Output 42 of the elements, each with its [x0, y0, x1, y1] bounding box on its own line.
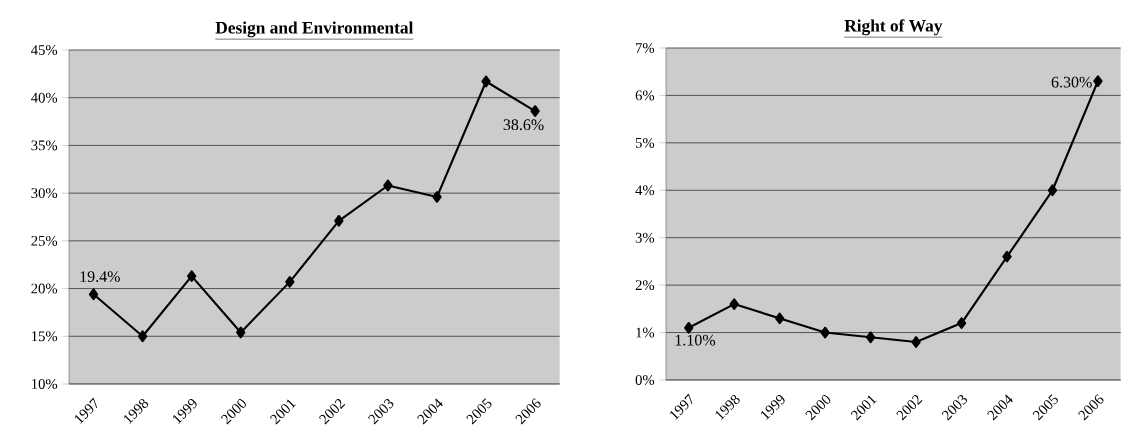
- y-tick-label: 30%: [31, 188, 58, 199]
- y-tick-label: 45%: [31, 45, 58, 55]
- y-tick-label: 4%: [635, 185, 655, 196]
- y-tick-label: 6%: [635, 90, 655, 101]
- y-tick-label: 10%: [32, 379, 58, 389]
- y-tick-label: 20%: [31, 283, 58, 294]
- point: [1047, 184, 1058, 197]
- point: [820, 326, 830, 339]
- point: [865, 331, 876, 344]
- y-tick-label: 25%: [31, 235, 58, 246]
- data-label: 19.4%: [80, 271, 120, 283]
- point: [911, 336, 921, 348]
- point: [236, 326, 246, 339]
- point: [432, 191, 442, 203]
- point: [88, 288, 99, 301]
- y-tick-label: 2%: [635, 280, 655, 291]
- point: [956, 317, 967, 329]
- point: [137, 330, 148, 343]
- y-tick-label: 3%: [635, 232, 655, 243]
- chart-title: Design and Environmental: [215, 21, 414, 38]
- y-tick-label: 35%: [31, 140, 58, 151]
- y-tick-label: 15%: [32, 331, 58, 342]
- y-tick-label: 40%: [31, 92, 58, 103]
- point: [285, 276, 295, 288]
- point: [775, 312, 785, 325]
- data-label: 6.30%: [1051, 76, 1092, 88]
- y-tick-label: 7%: [636, 43, 655, 53]
- point: [530, 105, 540, 117]
- point: [187, 270, 197, 283]
- point: [1002, 250, 1012, 263]
- y-tick-label: 5%: [635, 137, 655, 148]
- point: [481, 75, 491, 88]
- point: [1093, 75, 1103, 88]
- y-tick-label: 0%: [635, 375, 655, 385]
- point: [729, 298, 739, 310]
- data-label: 38.6%: [503, 119, 544, 131]
- data-label: 1.10%: [675, 334, 716, 346]
- point: [383, 179, 393, 192]
- chart-title: Right of Way: [844, 19, 943, 36]
- y-tick-label: 1%: [636, 327, 655, 338]
- point: [334, 214, 344, 227]
- point: [684, 321, 694, 334]
